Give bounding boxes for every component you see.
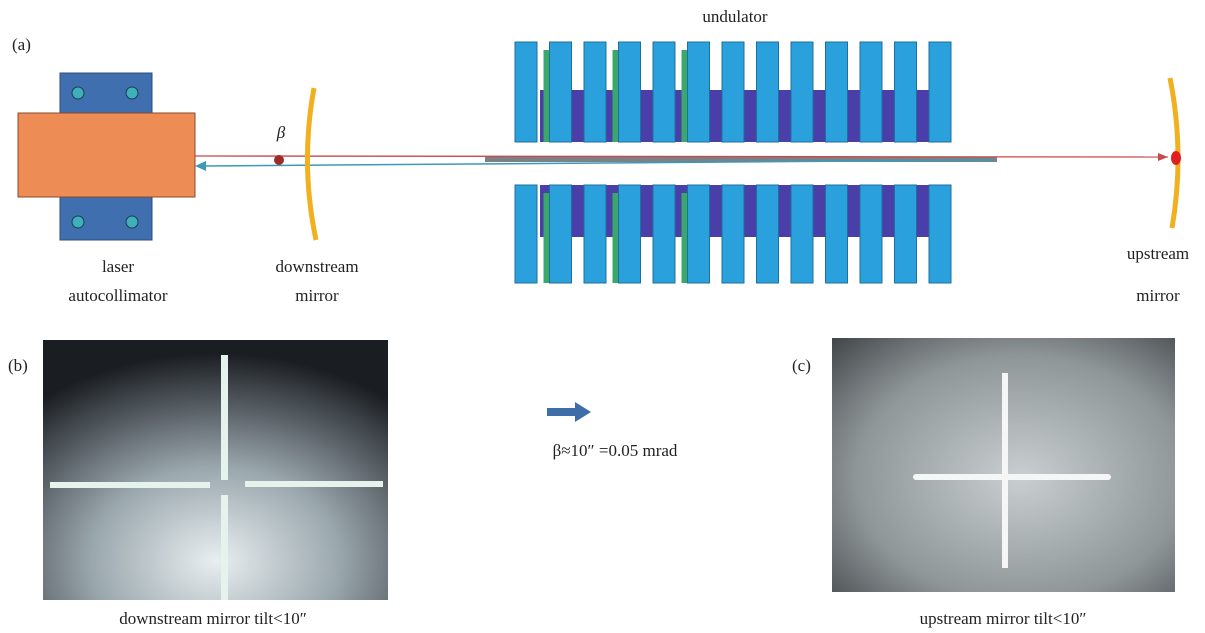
photo-downstream — [43, 340, 388, 600]
magnet-block — [895, 42, 917, 142]
magnet-block — [791, 185, 813, 283]
magnet-block — [550, 185, 572, 283]
panel-label: (b) — [8, 356, 28, 375]
panel-label: (a) — [12, 35, 31, 54]
magnet-block — [791, 42, 813, 142]
arrow-head — [195, 161, 206, 171]
caption: downstream mirror tilt<10″ — [119, 609, 307, 628]
label: autocollimator — [68, 286, 167, 305]
magnet-block — [584, 185, 606, 283]
magnet-block — [757, 185, 779, 283]
bolt — [72, 87, 84, 99]
arrow-head — [1158, 153, 1168, 161]
point — [1171, 151, 1181, 165]
autocollimator-body — [18, 113, 195, 197]
magnet-block — [826, 42, 848, 142]
magnet-block — [929, 42, 951, 142]
magnet-block — [688, 42, 710, 142]
magnet-block — [722, 185, 744, 283]
figure: (a) undulator β laser autocollimator dow… — [0, 0, 1205, 633]
magnet-block — [688, 185, 710, 283]
magnet-block — [619, 185, 641, 283]
bolt — [126, 87, 138, 99]
magnet-block — [515, 185, 537, 283]
magnet-block — [550, 42, 572, 142]
label: β — [276, 123, 286, 142]
magnet-block — [653, 185, 675, 283]
magnet-block — [722, 42, 744, 142]
arrow — [547, 402, 591, 422]
magnet-block — [584, 42, 606, 142]
label: laser — [102, 257, 134, 276]
bolt — [72, 216, 84, 228]
laser-beam — [195, 156, 1168, 157]
point — [274, 155, 284, 165]
magnet-block — [826, 185, 848, 283]
crosshair — [221, 355, 228, 480]
panel-label: (c) — [792, 356, 811, 375]
result: β≈10″ =0.05 mrad — [553, 441, 678, 460]
caption: upstream mirror tilt<10″ — [920, 609, 1087, 628]
magnet-block — [619, 42, 641, 142]
magnet-block — [860, 185, 882, 283]
magnet-block — [929, 185, 951, 283]
bolt — [126, 216, 138, 228]
label: undulator — [702, 7, 767, 26]
downstream-mirror — [307, 88, 316, 240]
magnet-block — [895, 185, 917, 283]
label: downstream — [275, 257, 358, 276]
magnet-block — [515, 42, 537, 142]
crosshair — [221, 495, 228, 600]
magnet-block — [653, 42, 675, 142]
magnet-block — [757, 42, 779, 142]
crosshair — [913, 474, 1111, 480]
label: upstream — [1127, 244, 1189, 263]
magnet-block — [860, 42, 882, 142]
crosshair — [245, 481, 383, 487]
crosshair — [50, 482, 210, 488]
label: mirror — [295, 286, 339, 305]
label: mirror — [1136, 286, 1180, 305]
crosshair — [1002, 373, 1008, 568]
